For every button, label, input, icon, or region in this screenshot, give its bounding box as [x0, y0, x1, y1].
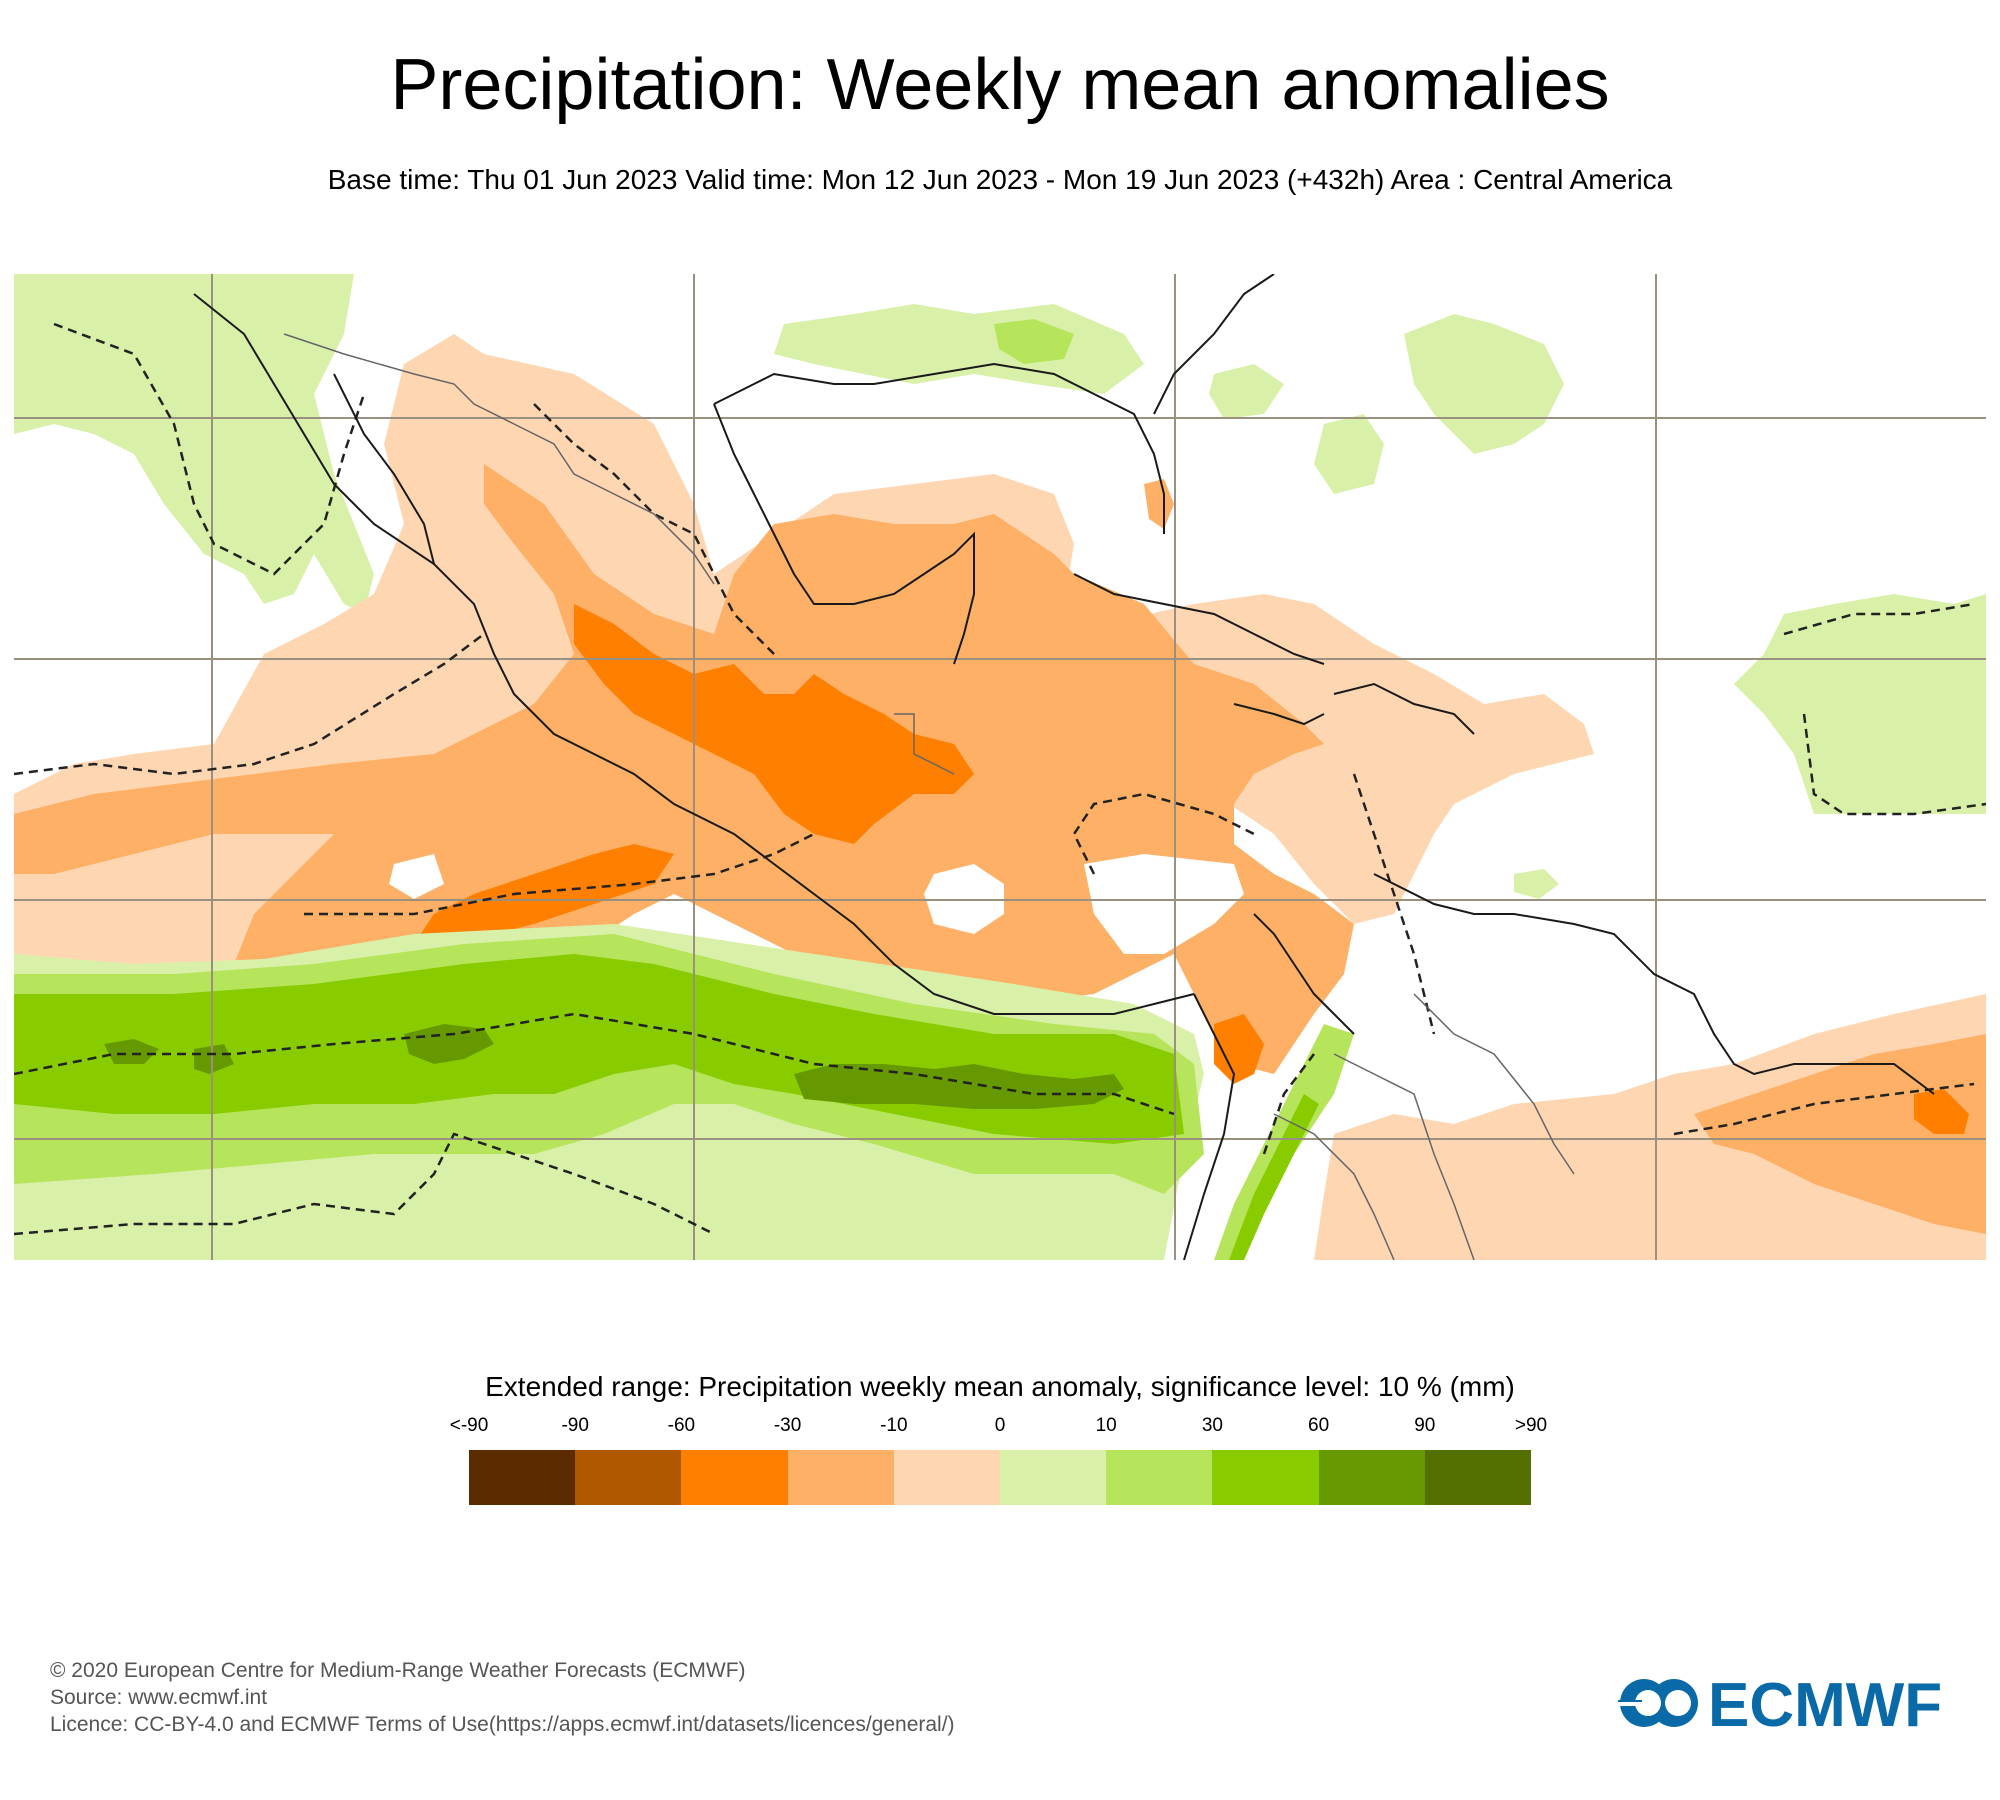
legend-tick: >90 — [1514, 1415, 1548, 1436]
legend-tick: 10 — [1095, 1415, 1117, 1436]
dry-anomaly-panama-strong — [1214, 1014, 1264, 1084]
legend-tick: 0 — [994, 1415, 1006, 1436]
neutral-patch-honduras — [1084, 854, 1244, 954]
legend-tick: -90 — [561, 1415, 589, 1436]
ecmwf-logo-text: ECMWF — [1708, 1671, 1942, 1736]
significance-contours — [14, 322, 1986, 1236]
legend-tick: -60 — [667, 1415, 696, 1436]
legend-tick: 30 — [1201, 1415, 1223, 1436]
legend-swatch — [1212, 1450, 1319, 1505]
wet-anomaly-nw-pacific — [14, 274, 374, 614]
wet-anomaly-itcz-very-strong-4 — [194, 1044, 234, 1074]
wet-anomaly-itcz-very-strong-1 — [794, 1064, 1124, 1109]
legend-swatch — [1318, 1450, 1425, 1505]
dry-anomaly-pacific-strong — [414, 844, 674, 944]
footer-credits: © 2020 European Centre for Medium-Range … — [50, 1657, 955, 1738]
wet-anomaly-colombia-light — [1229, 1094, 1319, 1260]
dry-anomaly-mexico-medium — [14, 464, 1354, 1074]
legend-swatch — [1000, 1450, 1107, 1505]
legend-tick: 60 — [1308, 1415, 1330, 1436]
footer-licence: Licence: CC-BY-4.0 and ECMWF Terms of Us… — [50, 1713, 955, 1736]
legend-tick: 90 — [1414, 1415, 1436, 1436]
footer-copyright: © 2020 European Centre for Medium-Range … — [50, 1659, 746, 1682]
legend-swatch — [469, 1450, 576, 1505]
dry-anomaly-south-america — [1314, 994, 1986, 1260]
wet-anomaly-gulf-coast-moderate — [994, 319, 1074, 364]
wet-anomaly-atlantic-1 — [1209, 364, 1284, 419]
chart-title: Precipitation: Weekly mean anomalies — [390, 45, 1610, 125]
wet-anomaly-atlantic-east — [1734, 594, 1986, 814]
footer-source: Source: www.ecmwf.int — [50, 1686, 268, 1709]
anomaly-map — [14, 274, 1986, 1260]
ecmwf-logo-graphic: ECMWF — [1618, 1671, 1942, 1740]
legend-colorbar — [469, 1450, 1532, 1505]
dry-anomaly-guiana-strong — [1914, 1089, 1969, 1134]
dry-anomaly-guiana-medium — [1694, 1034, 1986, 1234]
dry-anomaly-florida — [1144, 479, 1174, 529]
map-canvas — [14, 274, 1986, 1260]
legend-swatch — [575, 1450, 682, 1505]
legend-tick: <-90 — [449, 1415, 489, 1436]
wet-anomaly-atlantic-small — [1514, 869, 1559, 899]
legend-swatch — [787, 1450, 894, 1505]
wet-anomaly-itcz-very-strong-2 — [404, 1024, 494, 1064]
legend-title: Extended range: Precipitation weekly mea… — [485, 1371, 1515, 1402]
legend-tick: -10 — [880, 1415, 908, 1436]
chart-subtitle: Base time: Thu 01 Jun 2023 Valid time: M… — [327, 164, 1673, 195]
wet-anomaly-itcz-very-strong-3 — [104, 1039, 159, 1064]
dry-anomaly-mexico-strong — [574, 604, 974, 844]
legend-swatch — [1424, 1450, 1532, 1505]
legend-swatch — [1106, 1450, 1213, 1505]
coastlines — [193, 274, 1935, 1260]
map-gridlines — [14, 274, 1986, 1260]
legend-tick: -30 — [773, 1415, 802, 1436]
legend-ticks: <-90 -90 -60 -30 -10 0 10 30 60 90 >90 — [450, 1415, 1547, 1439]
legend-swatch — [893, 1450, 1001, 1505]
wet-anomaly-atlantic-2 — [1314, 414, 1384, 494]
ecmwf-logo: ECMWF — [1618, 1670, 1968, 1740]
country-borders — [283, 333, 1575, 1260]
neutral-patch-pacific-west — [389, 854, 444, 899]
legend-swatch — [681, 1450, 788, 1505]
